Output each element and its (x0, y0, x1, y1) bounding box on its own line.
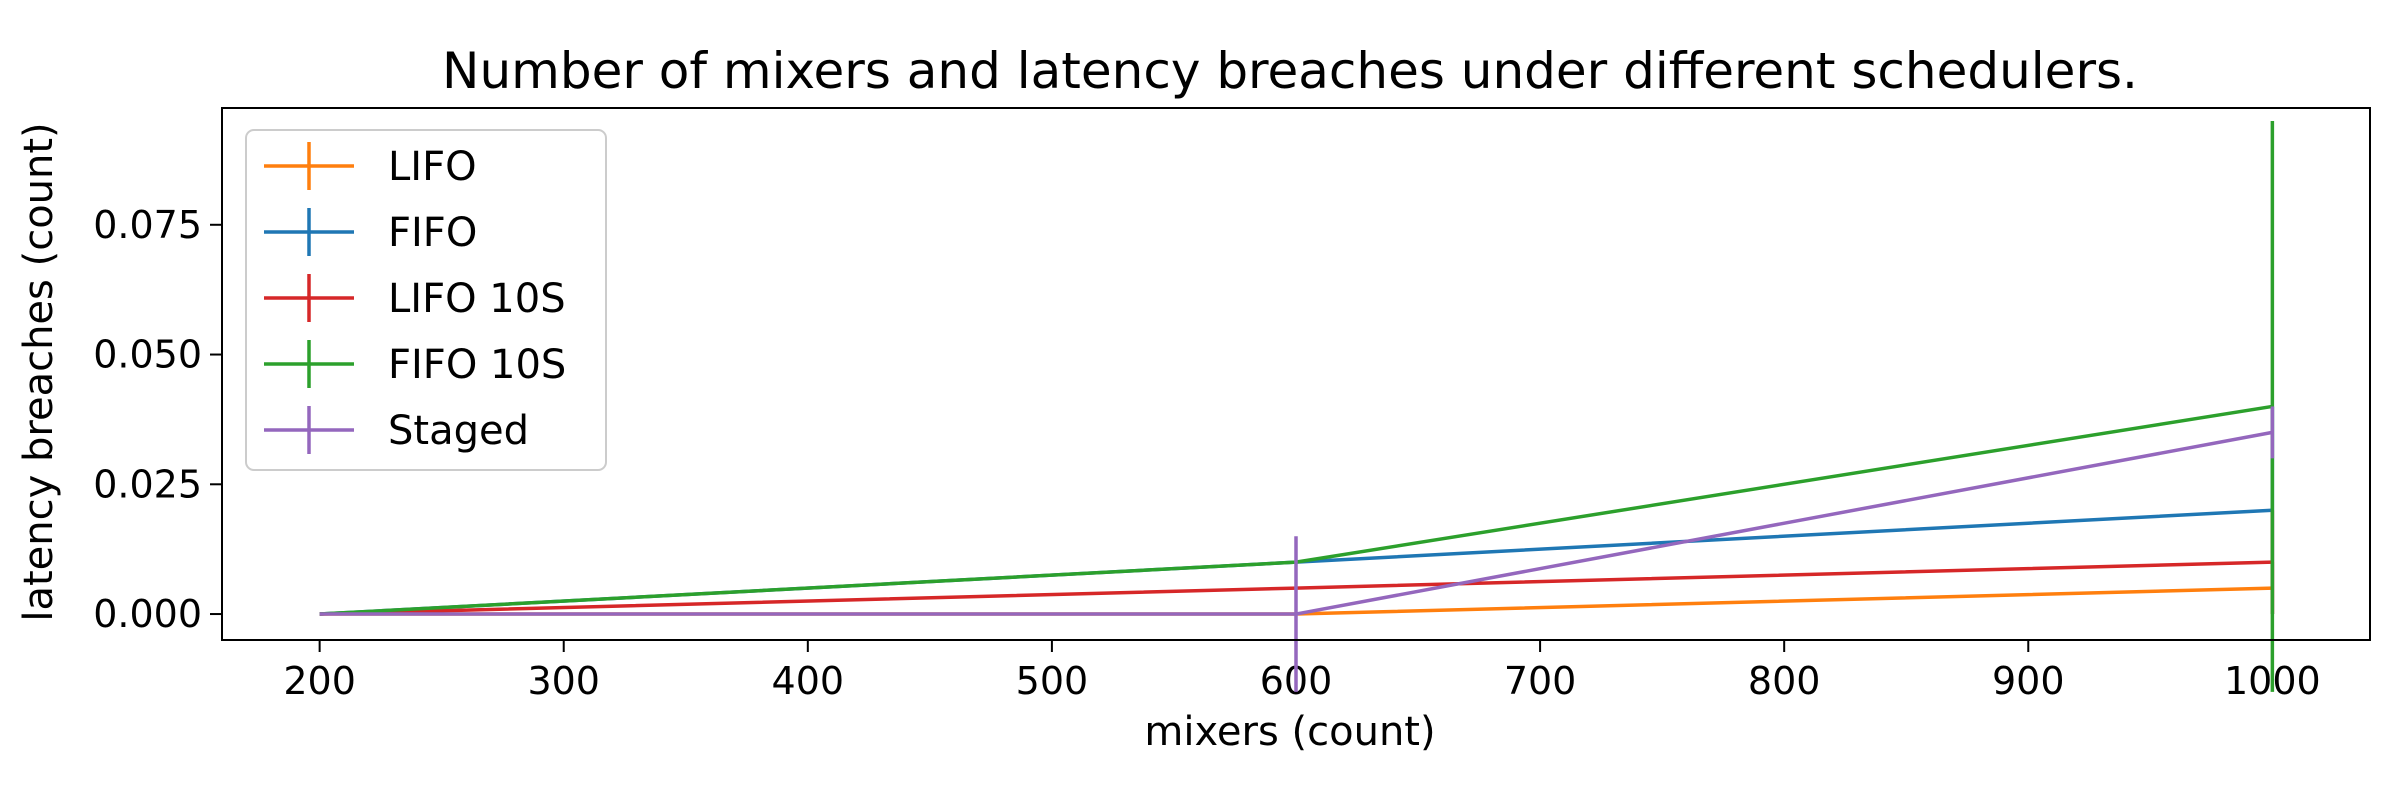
chart-title: Number of mixers and latency breaches un… (442, 42, 2138, 100)
legend-item-lifo: LIFO (264, 142, 477, 190)
plot-frame (221, 107, 2371, 641)
legend-box (245, 129, 607, 471)
x-tick-label: 900 (1992, 659, 2065, 703)
legend-label: FIFO 10S (388, 342, 566, 388)
series-layer (319, 120, 2275, 692)
x-tick-label: 400 (772, 659, 845, 703)
x-tick-label: 300 (527, 659, 600, 703)
x-tick-label: 700 (1504, 659, 1577, 703)
legend: LIFO FIFO LIFO 10S FIFO 10S Staged (245, 129, 607, 471)
y-tick-label: 0.025 (93, 462, 202, 506)
legend-item-fifo-10s: FIFO 10S (264, 340, 566, 388)
x-tick-label: 500 (1016, 659, 1089, 703)
x-tick-label: 200 (283, 659, 356, 703)
y-tick-label: 0.000 (93, 592, 202, 636)
x-axis: 200 300 400 500 600 700 800 900 1000 (283, 640, 2321, 703)
x-tick-label: 800 (1748, 659, 1821, 703)
y-tick-label: 0.050 (93, 333, 202, 377)
legend-item-fifo: FIFO (264, 208, 477, 256)
y-tick-label: 0.075 (93, 203, 202, 247)
legend-label: FIFO (388, 210, 477, 256)
y-axis-label: latency breaches (count) (16, 122, 62, 621)
legend-label: Staged (388, 408, 529, 454)
legend-item-lifo-10s: LIFO 10S (264, 274, 566, 322)
series-staged (319, 406, 2275, 692)
x-axis-label: mixers (count) (1144, 709, 1435, 755)
legend-label: LIFO (388, 144, 477, 190)
legend-item-staged: Staged (264, 406, 529, 454)
y-axis: 0.000 0.025 0.050 0.075 (93, 203, 222, 636)
legend-label: LIFO 10S (388, 276, 566, 322)
